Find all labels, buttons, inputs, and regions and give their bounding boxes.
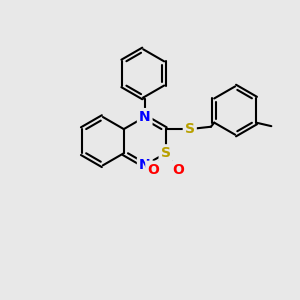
- Text: O: O: [147, 163, 159, 177]
- Text: N: N: [139, 110, 151, 124]
- Text: S: S: [160, 146, 171, 160]
- Text: N: N: [139, 158, 151, 172]
- Text: S: S: [185, 122, 195, 136]
- Text: O: O: [172, 163, 184, 177]
